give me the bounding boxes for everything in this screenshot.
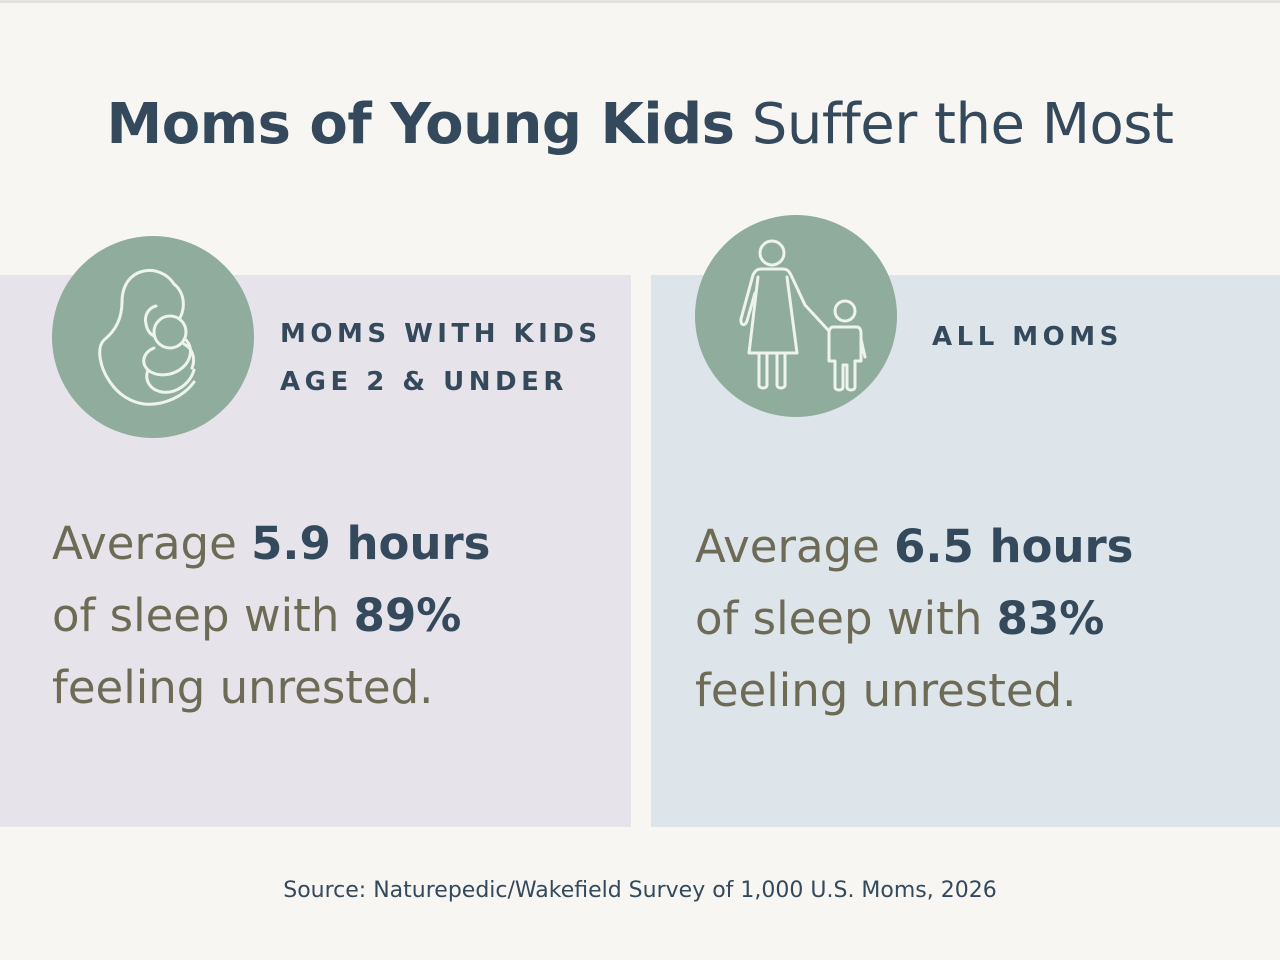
label-young-kids: MOMS WITH KIDS AGE 2 & UNDER bbox=[280, 310, 602, 406]
stat-tail: feeling unrested. bbox=[52, 661, 434, 714]
stat-hours: 5.9 hours bbox=[251, 517, 491, 570]
label-young-kids-line2: AGE 2 & UNDER bbox=[280, 367, 568, 397]
stat-young-kids: Average 5.9 hours of sleep with 89% feel… bbox=[52, 508, 490, 724]
stat-percent: 83% bbox=[996, 592, 1105, 645]
stat-percent: 89% bbox=[353, 589, 462, 642]
mother-and-child-icon bbox=[695, 215, 897, 417]
stat-prefix: of sleep with bbox=[695, 592, 983, 645]
top-rule bbox=[0, 0, 1280, 3]
stat-prefix: Average bbox=[52, 517, 237, 570]
title-regular: Suffer the Most bbox=[751, 92, 1174, 157]
stat-hours: 6.5 hours bbox=[894, 520, 1134, 573]
stat-tail: feeling unrested. bbox=[695, 664, 1077, 717]
page-title: Moms of Young Kids Suffer the Most bbox=[0, 92, 1280, 157]
source-note: Source: Naturepedic/Wakefield Survey of … bbox=[283, 878, 997, 903]
label-young-kids-line1: MOMS WITH KIDS bbox=[280, 319, 602, 349]
mother-holding-baby-icon bbox=[52, 236, 254, 438]
stat-prefix: of sleep with bbox=[52, 589, 340, 642]
title-bold: Moms of Young Kids bbox=[106, 92, 735, 157]
stat-all-moms: Average 6.5 hours of sleep with 83% feel… bbox=[695, 511, 1133, 727]
label-all-moms: ALL MOMS bbox=[932, 322, 1123, 352]
stat-prefix: Average bbox=[695, 520, 880, 573]
